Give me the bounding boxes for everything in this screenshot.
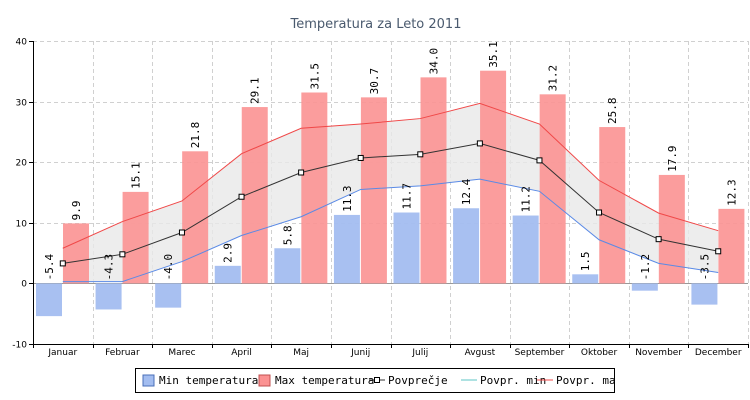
bar-min xyxy=(214,265,241,284)
x-tick-label: Maj xyxy=(293,348,309,358)
max-value-label: 30.7 xyxy=(368,68,381,95)
min-value-label: 1.5 xyxy=(579,251,592,271)
bar-min xyxy=(274,248,301,284)
legend-swatch-max xyxy=(258,374,271,387)
x-tick-label: November xyxy=(635,348,682,358)
x-tick-label: Februar xyxy=(105,348,140,358)
avg-marker xyxy=(178,229,185,236)
x-tick-label: Avgust xyxy=(465,348,496,358)
y-tick-label: 30 xyxy=(16,99,28,109)
line-average xyxy=(62,142,719,264)
max-value-label: 12.3 xyxy=(725,179,738,206)
legend-marker-avg xyxy=(374,377,380,383)
bar-max xyxy=(122,191,149,284)
max-value-label: 35.1 xyxy=(487,41,500,68)
y-tick-label: 0 xyxy=(21,280,27,290)
bar-min xyxy=(572,274,599,284)
min-value-label: 11.2 xyxy=(520,186,533,213)
max-value-label: 31.2 xyxy=(547,65,560,92)
min-value-label: -1.2 xyxy=(639,254,652,281)
legend-swatch-min xyxy=(142,374,155,387)
bar-min xyxy=(691,283,718,305)
x-tick-label: Junij xyxy=(350,348,370,358)
min-value-label: 11.3 xyxy=(341,185,354,212)
avg-marker xyxy=(596,209,603,216)
bar-min xyxy=(95,283,122,310)
legend-avg-max: Povpr. max xyxy=(556,374,614,387)
min-value-label: -3.5 xyxy=(698,254,711,281)
x-tick-label: Januar xyxy=(47,348,77,358)
avg-marker xyxy=(715,248,722,255)
legend-svg: Min temperatura Max temperatura Povprečj… xyxy=(142,374,623,387)
legend-avg-min: Povpr. min xyxy=(480,374,546,387)
min-value-label: 2.9 xyxy=(222,243,235,263)
x-tick-label: December xyxy=(695,348,742,358)
y-tick-label: 10 xyxy=(16,220,28,230)
bar-min xyxy=(512,215,539,284)
avg-marker xyxy=(417,151,424,158)
min-value-label: -5.4 xyxy=(43,254,56,281)
avg-marker xyxy=(655,236,662,243)
bar-max xyxy=(301,92,328,284)
bar-min xyxy=(333,214,360,284)
max-value-label: 17.9 xyxy=(666,145,679,172)
grid xyxy=(33,41,749,345)
y-tick-label: 20 xyxy=(16,159,28,169)
line-avg-max xyxy=(62,102,719,249)
bar-max xyxy=(480,70,507,284)
bar-max xyxy=(360,97,387,284)
lines xyxy=(59,102,722,283)
axes: -10 0 10 20 30 40 Januar Februar Marec April Maj Ju… xyxy=(12,38,749,358)
min-value-label: -4.0 xyxy=(162,254,175,281)
max-value-label: 34.0 xyxy=(428,48,441,75)
chart-title: Temperatura za Leto 2011 xyxy=(290,17,462,32)
legend-max: Max temperatura xyxy=(275,374,374,387)
avg-marker xyxy=(59,260,66,267)
x-tick-label: Marec xyxy=(168,348,195,358)
line-avg-min xyxy=(62,178,719,283)
x-tick-label: Julij xyxy=(411,348,428,358)
bar-min xyxy=(155,283,182,308)
legend-min: Min temperatura xyxy=(159,374,258,387)
max-value-label: 15.1 xyxy=(130,162,143,189)
y-tick-label: -10 xyxy=(12,341,27,351)
bar-max xyxy=(539,94,566,284)
avg-marker xyxy=(119,251,126,258)
bar-min xyxy=(393,212,420,284)
min-value-label: 5.8 xyxy=(281,225,294,245)
max-value-label: 9.9 xyxy=(70,201,83,221)
min-value-label: 11.7 xyxy=(401,183,414,210)
legend-avg: Povprečje xyxy=(388,374,448,387)
max-value-label: 21.8 xyxy=(189,122,202,149)
x-tick-label: April xyxy=(231,348,252,358)
avg-marker xyxy=(357,154,364,161)
value-labels: -5.4 -4.3 -4.0 2.9 5.8 11.3 11.7 12.4 11.2 1.5 -1.… xyxy=(43,41,738,280)
legend: Min temperatura Max temperatura Povprečj… xyxy=(135,368,623,393)
bar-max xyxy=(420,77,447,284)
x-tick-label: September xyxy=(515,348,565,358)
y-tick-label: 40 xyxy=(16,38,28,48)
bar-min xyxy=(453,208,480,284)
x-tick-label: Oktober xyxy=(581,348,618,358)
bar-min xyxy=(36,283,62,317)
min-value-label: -4.3 xyxy=(103,254,116,281)
avg-marker xyxy=(238,193,245,200)
bar-max xyxy=(718,208,745,284)
max-value-label: 29.1 xyxy=(249,78,262,105)
bar-max xyxy=(63,223,89,284)
avg-marker xyxy=(298,169,305,176)
bar-min xyxy=(631,283,658,291)
bar-max xyxy=(182,151,209,284)
bar-max xyxy=(599,127,626,284)
max-value-label: 25.8 xyxy=(606,98,619,125)
min-value-label: 12.4 xyxy=(460,178,473,205)
avg-marker xyxy=(476,140,483,147)
max-value-label: 31.5 xyxy=(308,63,321,90)
avg-marker xyxy=(536,157,543,164)
